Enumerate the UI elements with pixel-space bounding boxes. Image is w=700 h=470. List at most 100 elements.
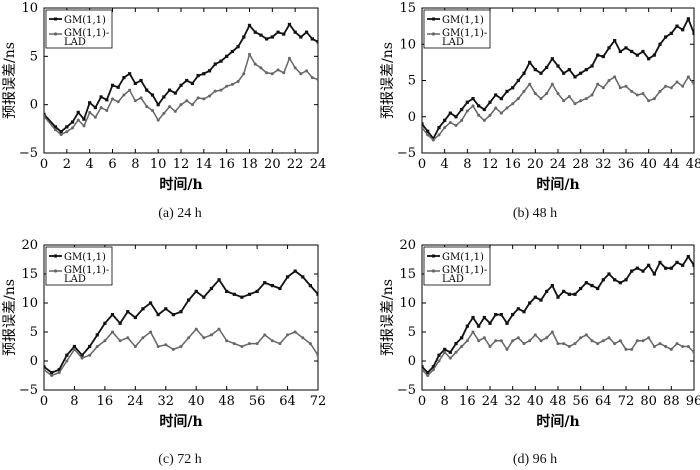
data-point [133, 315, 137, 320]
chart-a: 0 2 4 6 8 10 12 14 16 18 20 22 24−50510时间/h预报误差/nsGM… [2, 1, 326, 193]
data-point [471, 97, 475, 101]
data-point [162, 95, 166, 99]
data-point [255, 342, 259, 346]
data-point [556, 342, 560, 346]
data-point [253, 62, 257, 66]
data-point [82, 124, 86, 128]
data-point [426, 133, 430, 137]
data-point [550, 82, 554, 86]
data-point [208, 94, 212, 98]
data-point [148, 301, 153, 305]
data-point [308, 342, 312, 346]
x-tick-label: 2 [63, 157, 71, 172]
data-point [422, 126, 424, 130]
data-point [236, 45, 240, 49]
data-point [522, 89, 526, 93]
data-point [72, 344, 77, 349]
x-tick-label: 40 [527, 394, 544, 409]
data-point [590, 339, 594, 343]
data-point [248, 52, 251, 56]
legend-box [45, 9, 113, 49]
data-point [511, 339, 515, 343]
data-point [65, 353, 69, 357]
data-point [448, 111, 452, 115]
data-point [72, 347, 76, 351]
data-point [482, 315, 486, 320]
data-point [263, 333, 267, 337]
legend-label-gm11-lad: GM(1,1)- [64, 28, 109, 39]
data-point [133, 81, 137, 85]
data-point [53, 128, 57, 132]
data-point [613, 342, 617, 346]
data-point [567, 292, 571, 296]
data-point [209, 286, 214, 291]
data-point [126, 310, 130, 314]
data-point [675, 24, 679, 28]
x-tick-label: 8 [441, 394, 449, 409]
legend-marker-gm11-lad [53, 269, 58, 273]
data-point [185, 78, 189, 83]
data-point [173, 109, 177, 113]
data-point [522, 342, 526, 346]
legend-marker-gm11 [432, 254, 435, 258]
data-point [443, 347, 447, 351]
data-point [437, 359, 441, 363]
data-point [164, 343, 168, 347]
series-gm11 [44, 269, 318, 375]
data-point [99, 95, 103, 99]
data-point [276, 30, 280, 34]
data-point [488, 113, 492, 117]
x-tick-label: 16 [218, 157, 235, 172]
x-tick-label: 24 [310, 157, 327, 172]
legend-box [423, 246, 491, 286]
data-point [573, 75, 577, 79]
data-point [573, 292, 577, 296]
data-point [516, 307, 520, 311]
y-tick-label: 10 [399, 37, 416, 52]
data-point [471, 315, 475, 320]
x-tick-label: 80 [640, 394, 657, 409]
data-point [630, 49, 634, 54]
x-tick-label: 0 [418, 394, 426, 409]
data-point [584, 97, 588, 101]
data-point [681, 28, 685, 32]
legend-marker-gm11-lad [431, 32, 436, 36]
data-point [202, 72, 206, 76]
x-axis-label: 时间/h [536, 176, 579, 193]
data-point [579, 336, 583, 340]
legend-marker-gm11-lad [53, 32, 58, 36]
data-point [253, 30, 257, 34]
data-point [225, 289, 229, 293]
data-point [647, 57, 651, 61]
data-point [310, 76, 314, 80]
data-point [669, 347, 673, 351]
x-tick-label: 48 [550, 394, 567, 409]
data-point [669, 31, 673, 35]
x-tick-label: 88 [663, 394, 680, 409]
data-point [686, 75, 690, 79]
data-point [511, 102, 515, 106]
data-point [219, 88, 223, 92]
data-point [111, 330, 114, 334]
data-point [618, 49, 622, 54]
data-point [579, 99, 583, 103]
data-point [194, 289, 198, 293]
x-tick-label: 0 [40, 394, 48, 409]
x-tick-label: 72 [618, 394, 635, 409]
data-point [265, 37, 269, 41]
data-point [59, 130, 63, 134]
data-point [522, 310, 526, 314]
x-tick-label: 40 [188, 394, 205, 409]
data-point [286, 333, 290, 337]
caption-b: (b) 48 h [512, 206, 558, 221]
data-point [202, 336, 206, 340]
x-tick-label: 4 [441, 157, 449, 172]
x-tick-label: 14 [196, 157, 213, 172]
data-point [285, 275, 290, 279]
data-point [488, 345, 492, 348]
data-point [422, 365, 424, 369]
data-point [187, 336, 191, 340]
data-point [225, 339, 229, 343]
x-tick-label: 16 [459, 394, 476, 409]
data-point [110, 83, 115, 87]
